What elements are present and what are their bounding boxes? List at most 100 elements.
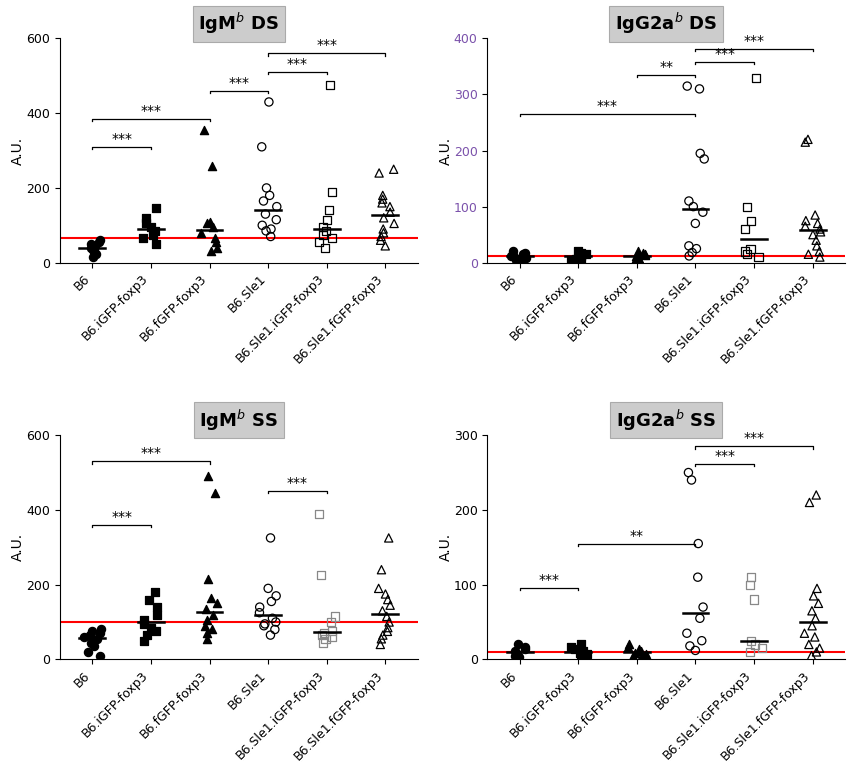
Point	[686, 246, 699, 259]
Point	[257, 195, 270, 207]
Point	[376, 604, 389, 617]
Point	[372, 582, 385, 594]
Point	[803, 496, 817, 509]
Point	[508, 645, 522, 657]
Point	[756, 642, 770, 654]
Point	[200, 627, 214, 639]
Point	[151, 608, 164, 621]
Text: ***: ***	[111, 132, 132, 146]
Point	[693, 147, 707, 159]
Text: **: **	[630, 529, 644, 543]
Point	[810, 240, 823, 252]
Point	[811, 597, 825, 609]
Point	[683, 640, 697, 652]
Point	[799, 220, 812, 232]
Point	[740, 200, 754, 213]
Point	[806, 228, 820, 241]
Point	[374, 231, 388, 243]
Point	[687, 200, 700, 213]
Point	[199, 603, 213, 615]
Point	[621, 641, 635, 653]
Text: ***: ***	[597, 99, 618, 113]
Point	[269, 616, 282, 628]
Point	[264, 532, 277, 544]
Point	[381, 594, 395, 606]
Point	[84, 636, 98, 649]
Text: ***: ***	[714, 449, 735, 463]
Point	[809, 612, 823, 625]
Point	[681, 80, 694, 92]
Point	[376, 629, 389, 642]
Point	[633, 645, 647, 657]
Point	[810, 582, 823, 594]
Point	[85, 625, 98, 638]
Point	[743, 646, 757, 658]
Point	[383, 206, 397, 218]
Point	[383, 616, 396, 628]
Point	[84, 241, 98, 254]
Point	[693, 612, 707, 625]
Point	[324, 616, 337, 628]
Point	[739, 223, 752, 235]
Point	[94, 623, 108, 635]
Point	[265, 612, 279, 625]
Point	[253, 607, 266, 619]
Point	[639, 248, 652, 260]
Point	[810, 488, 823, 501]
Point	[801, 248, 815, 260]
Point	[814, 226, 828, 238]
Point	[318, 241, 332, 254]
Text: ***: ***	[714, 47, 735, 61]
Point	[259, 182, 273, 194]
Point	[630, 254, 644, 266]
Point	[268, 623, 282, 635]
Point	[312, 508, 326, 520]
Point	[149, 238, 163, 250]
Point	[259, 224, 273, 237]
Point	[747, 594, 761, 606]
Point	[812, 245, 826, 258]
Point	[630, 252, 644, 264]
Point	[629, 250, 643, 262]
Point	[806, 590, 820, 602]
Point	[813, 251, 827, 263]
Point	[316, 636, 330, 649]
Point	[87, 245, 101, 258]
Point	[258, 618, 271, 630]
Point	[568, 642, 582, 655]
Point	[383, 599, 397, 611]
Point	[253, 601, 266, 613]
Point	[574, 646, 587, 659]
Point	[580, 248, 593, 260]
Point	[322, 204, 336, 217]
Point	[574, 649, 588, 662]
Point	[140, 629, 154, 642]
Point	[752, 251, 765, 263]
Point	[574, 252, 587, 264]
Point	[265, 223, 278, 235]
Point	[622, 639, 636, 651]
Point	[809, 234, 823, 246]
Point	[93, 234, 107, 246]
Point	[200, 632, 214, 645]
Point	[381, 625, 395, 638]
Point	[316, 228, 330, 241]
Point	[628, 646, 642, 659]
Text: ***: ***	[744, 431, 764, 446]
Point	[151, 601, 164, 613]
Point	[144, 221, 158, 233]
Point	[255, 219, 269, 231]
Point	[577, 651, 591, 663]
Point	[265, 595, 278, 608]
Point	[259, 208, 272, 221]
Point	[519, 252, 532, 264]
Point	[688, 217, 702, 230]
Point	[137, 635, 151, 647]
Point	[574, 254, 588, 266]
Title: IgG2a$^b$ DS: IgG2a$^b$ DS	[615, 11, 717, 36]
Point	[805, 649, 818, 662]
Point	[197, 124, 211, 136]
Point	[507, 245, 520, 258]
Point	[511, 639, 525, 651]
Point	[324, 79, 337, 91]
